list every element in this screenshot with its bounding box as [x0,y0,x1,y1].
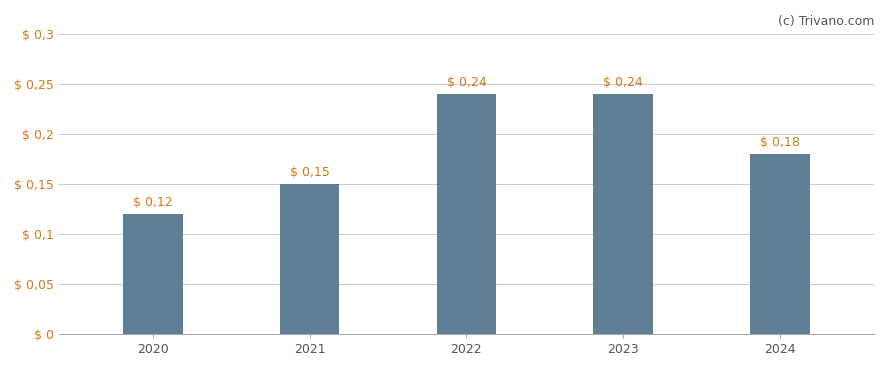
Text: $ 0,24: $ 0,24 [447,76,487,89]
Bar [750,154,810,334]
Bar [593,94,653,334]
Bar [123,214,183,334]
Text: (c) Trivano.com: (c) Trivano.com [778,15,875,28]
Bar [280,184,339,334]
Bar [437,94,496,334]
Text: $ 0,24: $ 0,24 [603,76,643,89]
Text: $ 0,12: $ 0,12 [133,196,172,209]
Text: $ 0,18: $ 0,18 [760,136,800,149]
Text: $ 0,15: $ 0,15 [289,166,329,179]
